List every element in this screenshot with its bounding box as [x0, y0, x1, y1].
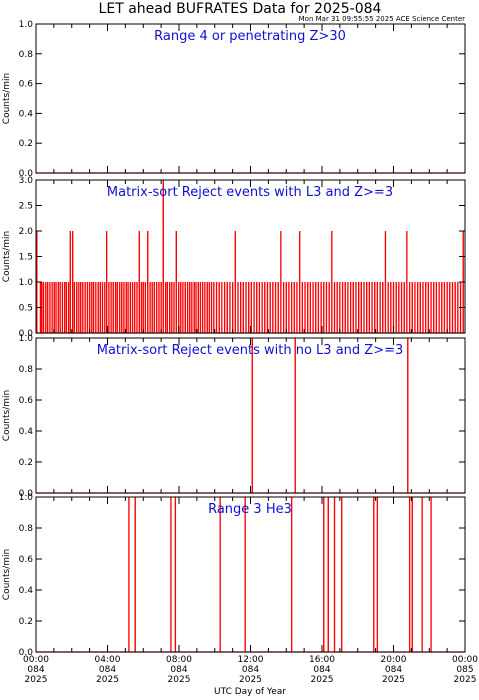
x-tick-doy: 084 — [27, 665, 44, 675]
y-tick-label: 2.5 — [19, 202, 33, 212]
x-tick-time: 04:00 — [95, 655, 121, 665]
y-tick-label: 0.2 — [19, 458, 33, 468]
x-tick-doy: 084 — [313, 665, 330, 675]
y-tick-label: 0.2 — [19, 617, 33, 627]
x-tick-doy: 084 — [99, 665, 116, 675]
panel-title: Matrix-sort Reject events with no L3 and… — [97, 343, 404, 358]
x-tick-year: 2025 — [311, 675, 334, 685]
y-axis-label: Counts/min — [2, 549, 12, 600]
x-axis-label: UTC Day of Year — [214, 687, 286, 697]
y-axis-label: Counts/min — [2, 231, 12, 282]
y-tick-label: 1.0 — [19, 493, 34, 503]
y-tick-label: 0.8 — [19, 524, 34, 534]
x-tick-year: 2025 — [239, 675, 262, 685]
y-tick-label: 0.0 — [19, 169, 34, 179]
plot-frame — [35, 23, 466, 174]
y-tick-label: 0.8 — [19, 50, 34, 60]
panel-title: Matrix-sort Reject events with L3 and Z>… — [107, 185, 393, 200]
x-tick-doy: 084 — [385, 665, 402, 675]
y-tick-label: 0.0 — [19, 329, 34, 339]
y-tick-label: 0.5 — [19, 304, 33, 314]
x-tick-year: 2025 — [382, 675, 405, 685]
panels: 0.0 0.2 0.4 0.6 0.8 1.0 Counts/min Range 4 or p… — [2, 20, 466, 658]
y-tick-label: 0.6 — [19, 80, 34, 90]
x-tick-time: 12:00 — [238, 655, 264, 665]
figure-title: LET ahead BUFRATES Data for 2025-084 — [99, 1, 382, 17]
y-tick-label: 1.0 — [19, 334, 34, 344]
y-tick-label: 1.5 — [19, 253, 33, 263]
y-tick-label: 0.8 — [19, 365, 34, 375]
timestamp: Mon Mar 31 09:55:55 2025 ACE Science Cen… — [299, 15, 465, 23]
y-tick-label: 3.0 — [19, 176, 34, 186]
x-tick-year: 2025 — [168, 675, 191, 685]
y-tick-label: 0.0 — [19, 489, 34, 499]
y-tick-label: 1.0 — [19, 20, 34, 30]
plot-frame — [35, 337, 466, 494]
y-tick-label: 1.0 — [19, 278, 34, 288]
x-tick-year: 2025 — [96, 675, 119, 685]
data-trace — [36, 338, 465, 494]
y-tick-label: 0.0 — [19, 648, 34, 658]
y-tick-label: 0.4 — [19, 109, 34, 119]
data-trace — [36, 497, 465, 653]
panel-3: 0.0 0.2 0.4 0.6 0.8 1.0 Counts/min Matrix-sort … — [2, 334, 466, 499]
panel-2: 0.0 0.5 1.0 1.5 2.0 2.5 3.0 Counts/min Matrix-so… — [2, 176, 466, 339]
y-tick-label: 0.4 — [19, 586, 34, 596]
x-tick-time: 00:00 — [23, 655, 49, 665]
x-tick-time: 16:00 — [309, 655, 335, 665]
panel-title: Range 4 or penetrating Z>30 — [154, 29, 346, 44]
x-tick-year: 2025 — [454, 675, 477, 685]
panel-1: 0.0 0.2 0.4 0.6 0.8 1.0 Counts/min Range 4 or p… — [2, 20, 466, 179]
x-tick-time: 00:00 — [452, 655, 478, 665]
y-axis-label: Counts/min — [2, 390, 12, 441]
x-tick-doy: 085 — [456, 665, 473, 675]
x-tick-doy: 084 — [170, 665, 187, 675]
y-tick-label: 0.2 — [19, 139, 33, 149]
y-tick-label: 2.0 — [19, 227, 34, 237]
x-axis: 00:00084202504:00084202508:00084202512:0… — [23, 655, 478, 685]
y-axis-label: Counts/min — [2, 73, 12, 124]
panel-title: Range 3 He3 — [208, 502, 292, 517]
y-tick-label: 0.4 — [19, 427, 34, 437]
x-tick-time: 20:00 — [381, 655, 407, 665]
x-tick-doy: 084 — [242, 665, 259, 675]
y-tick-label: 0.6 — [19, 396, 34, 406]
plot-frame — [35, 496, 466, 653]
x-tick-year: 2025 — [25, 675, 48, 685]
y-tick-label: 0.6 — [19, 555, 34, 565]
x-tick-time: 08:00 — [166, 655, 192, 665]
panel-4: 0.0 0.2 0.4 0.6 0.8 1.0 Counts/min Range 3 He3 — [2, 493, 466, 658]
